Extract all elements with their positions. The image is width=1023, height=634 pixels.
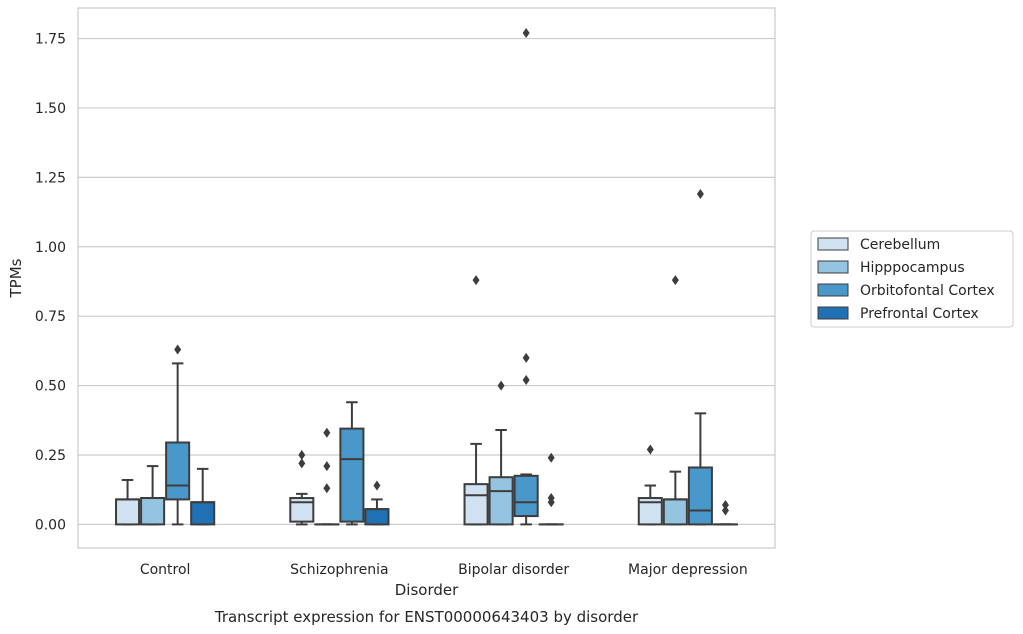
box-cerebellum — [115, 478, 141, 526]
box-iqr — [513, 474, 539, 518]
box-iqr — [463, 483, 489, 526]
y-tick-label: 1.50 — [35, 101, 66, 117]
legend-label: Orbitofontal Cortex — [860, 283, 995, 299]
y-tick-label: 0.00 — [35, 517, 66, 533]
box-hipppocampus — [488, 380, 514, 526]
box-iqr — [364, 508, 390, 526]
box-orbitofontal-cortex — [513, 27, 539, 526]
outlier-point — [323, 483, 331, 494]
box-cerebellum — [463, 275, 489, 526]
box-iqr — [140, 497, 166, 526]
box-hipppocampus — [314, 427, 340, 526]
box-iqr — [165, 441, 191, 501]
legend-swatch — [817, 306, 849, 320]
box-iqr — [488, 476, 514, 526]
legend-swatch — [817, 260, 849, 274]
outlier-point — [547, 493, 555, 504]
outlier-point — [696, 189, 704, 200]
outlier-point — [373, 480, 381, 491]
box-prefrontal-cortex — [712, 499, 738, 526]
y-tick-labels: 0.00 0.25 0.50 0.75 1.00 1.25 1.50 1.75 — [35, 32, 66, 534]
y-axis-label: TPMs — [7, 258, 25, 298]
outlier-point — [174, 344, 182, 355]
outlier-point — [721, 505, 729, 516]
box-iqr — [190, 501, 216, 526]
chart-title: Transcript expression for ENST0000064340… — [214, 608, 639, 626]
outlier-point — [547, 452, 555, 463]
box-orbitofontal-cortex — [339, 401, 365, 526]
outlier-point — [522, 375, 530, 386]
outlier-point — [472, 275, 480, 286]
box-iqr — [687, 466, 713, 526]
x-axis-label: Disorder — [395, 581, 459, 599]
x-tick-label: Control — [140, 562, 191, 578]
outlier-point — [671, 275, 679, 286]
y-tick-label: 1.00 — [35, 240, 66, 256]
box-iqr — [289, 497, 315, 523]
x-tick-label: Schizophrenia — [290, 562, 388, 578]
outlier-point — [646, 444, 654, 455]
box-iqr — [115, 498, 141, 526]
y-tick-label: 0.75 — [35, 309, 66, 325]
y-tick-label: 0.25 — [35, 448, 66, 464]
box-hipppocampus — [140, 465, 166, 526]
outlier-point — [298, 458, 306, 469]
x-tick-labels: Control Schizophrenia Bipolar disorder Majo… — [140, 562, 748, 578]
plot-frame — [77, 7, 776, 549]
outlier-point — [323, 461, 331, 472]
box-prefrontal-cortex — [538, 452, 564, 526]
box-series — [115, 27, 738, 526]
outlier-point — [721, 499, 729, 510]
legend-frame — [810, 230, 1014, 328]
outlier-point — [323, 427, 331, 438]
box-iqr — [662, 498, 688, 526]
legend-label: Cerebellum — [860, 237, 940, 253]
outlier-point — [497, 380, 505, 391]
box-hipppocampus — [662, 275, 688, 526]
box-iqr — [637, 497, 663, 526]
box-cerebellum — [637, 444, 663, 526]
grid-lines — [78, 37, 775, 526]
box-iqr — [339, 427, 365, 523]
legend-swatch — [817, 237, 849, 251]
y-tick-label: 1.75 — [35, 32, 66, 48]
y-tick-label: 1.25 — [35, 170, 66, 186]
box-prefrontal-cortex — [364, 480, 390, 526]
x-tick-label: Major depression — [628, 562, 748, 578]
box-cerebellum — [289, 449, 315, 526]
box-orbitofontal-cortex — [687, 189, 713, 526]
outlier-point — [522, 352, 530, 363]
outlier-point — [298, 449, 306, 460]
box-orbitofontal-cortex — [165, 344, 191, 526]
y-tick-label: 0.50 — [35, 379, 66, 395]
box-prefrontal-cortex — [190, 467, 216, 526]
legend-label: Hipppocampus — [860, 260, 965, 276]
legend-swatch — [817, 283, 849, 297]
legend-label: Prefrontal Cortex — [860, 306, 979, 322]
outlier-point — [522, 27, 530, 38]
legend: Cerebellum Hipppocampus Orbitofontal Corte… — [810, 230, 1014, 328]
x-tick-label: Bipolar disorder — [458, 562, 569, 578]
